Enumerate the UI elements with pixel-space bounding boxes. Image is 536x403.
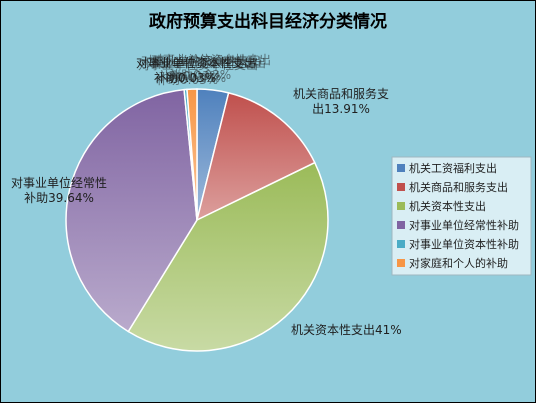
legend-label-3: 机关资本性支出 — [409, 199, 486, 213]
pie-slice-2 — [195, 91, 316, 222]
pie-slices — [65, 88, 329, 352]
legend-box — [391, 156, 532, 276]
legend-swatch-5 — [397, 240, 405, 248]
legend-label-5: 对事业单位资本性补助 — [409, 237, 519, 251]
legend-swatch-6 — [397, 259, 405, 267]
legend-swatch-1 — [397, 164, 405, 172]
data-label-4: 对事业单位经常性补助39.64% — [11, 175, 107, 205]
legend-label-6: 对家庭和个人的补助 — [409, 256, 508, 270]
pie-slice-3 — [127, 161, 329, 352]
overlap-label-3: 对事业单位资本性支出补助0.03% — [146, 55, 266, 85]
legend-swatch-2 — [397, 183, 405, 191]
overlap-label-1: 对事业单位资本性支出补助0.03% — [136, 55, 256, 85]
chart-title: 政府预算支出科目经济分类情况 — [149, 11, 387, 32]
overlap-label-4: 对事业单位资本性支出补助0.03% — [151, 52, 271, 82]
data-label-2: 机关商品和服务支出13.91% — [293, 86, 389, 116]
data-label-3: 机关资本性支出41% — [291, 323, 402, 337]
overlap-label-2: 对事业单位资本性支出补助0.03% — [141, 53, 261, 83]
legend-swatch-4 — [397, 221, 405, 229]
pie-slice-4 — [65, 88, 198, 333]
legend-label-4: 对事业单位经常性补助 — [409, 218, 519, 232]
overlap-label-5: 对事业单位资本性支出补助0.03% — [138, 57, 258, 87]
legend-label-2: 机关商品和服务支出 — [409, 180, 508, 194]
legend-label-1: 机关工资福利支出 — [409, 161, 497, 175]
data-labels: 机关商品和服务支出13.91% 机关资本性支出41% 对事业单位经常性补助39.64… — [11, 52, 402, 337]
pie-slice-6 — [186, 88, 198, 221]
legend-swatch-3 — [397, 202, 405, 210]
legend: 机关工资福利支出机关商品和服务支出机关资本性支出对事业单位经常性补助对事业单位资… — [391, 156, 532, 276]
